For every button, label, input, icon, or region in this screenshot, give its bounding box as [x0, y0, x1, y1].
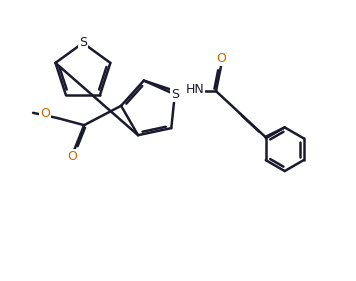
Text: S: S	[171, 88, 179, 101]
Text: O: O	[67, 150, 77, 163]
Text: O: O	[216, 52, 226, 65]
Text: O: O	[40, 107, 50, 120]
Text: HN: HN	[185, 83, 204, 96]
Text: S: S	[79, 37, 87, 49]
